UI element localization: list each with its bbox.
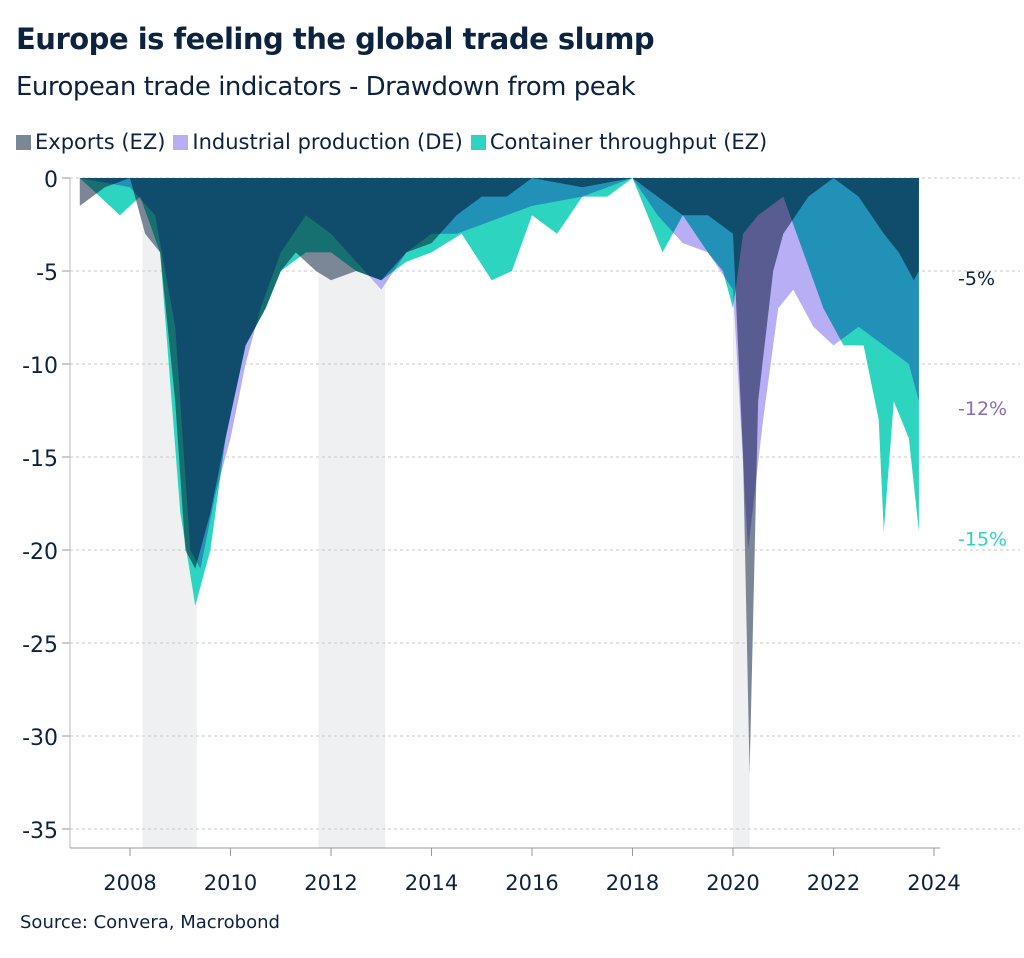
legend-label: Industrial production (DE) xyxy=(192,130,463,154)
area-exports-ez- xyxy=(79,178,919,774)
x-tick-label: 2010 xyxy=(204,871,257,895)
y-tick-label: -15 xyxy=(22,447,58,472)
legend-swatch-container xyxy=(470,134,486,150)
legend-item-exports: Exports (EZ) xyxy=(16,130,165,154)
end-label: -12% xyxy=(958,398,1007,420)
x-tick-label: 2022 xyxy=(807,871,860,895)
series-group xyxy=(79,178,919,774)
x-tick-label: 2014 xyxy=(405,871,458,895)
y-tick-label: -25 xyxy=(22,633,58,658)
legend: Exports (EZ) Industrial production (DE) … xyxy=(16,130,767,154)
x-tick-label: 2012 xyxy=(304,871,357,895)
legend-label: Exports (EZ) xyxy=(35,130,166,154)
y-tick-label: -10 xyxy=(22,354,58,379)
y-tick-label: -30 xyxy=(22,726,58,751)
chart-title: Europe is feeling the global trade slump xyxy=(16,22,655,56)
legend-item-container: Container throughput (EZ) xyxy=(470,130,768,154)
y-tick-label: -5 xyxy=(36,261,58,286)
chart-subtitle: European trade indicators - Drawdown fro… xyxy=(16,72,636,102)
end-label: -15% xyxy=(958,528,1007,550)
legend-item-industrial-production: Industrial production (DE) xyxy=(173,130,463,154)
legend-swatch-ip xyxy=(173,134,189,150)
y-tick-label: -20 xyxy=(22,540,58,565)
y-tick-label: -35 xyxy=(22,819,58,844)
x-tick-label: 2020 xyxy=(706,871,759,895)
y-tick-label: 0 xyxy=(44,168,58,193)
source-note: Source: Convera, Macrobond xyxy=(20,912,280,933)
x-tick-label: 2008 xyxy=(103,871,156,895)
legend-label: Container throughput (EZ) xyxy=(489,130,768,154)
x-tick-label: 2018 xyxy=(606,871,659,895)
legend-swatch-exports xyxy=(16,134,31,150)
x-tick-label: 2024 xyxy=(907,871,960,895)
end-label: -5% xyxy=(958,268,995,290)
x-tick-label: 2016 xyxy=(505,871,558,895)
